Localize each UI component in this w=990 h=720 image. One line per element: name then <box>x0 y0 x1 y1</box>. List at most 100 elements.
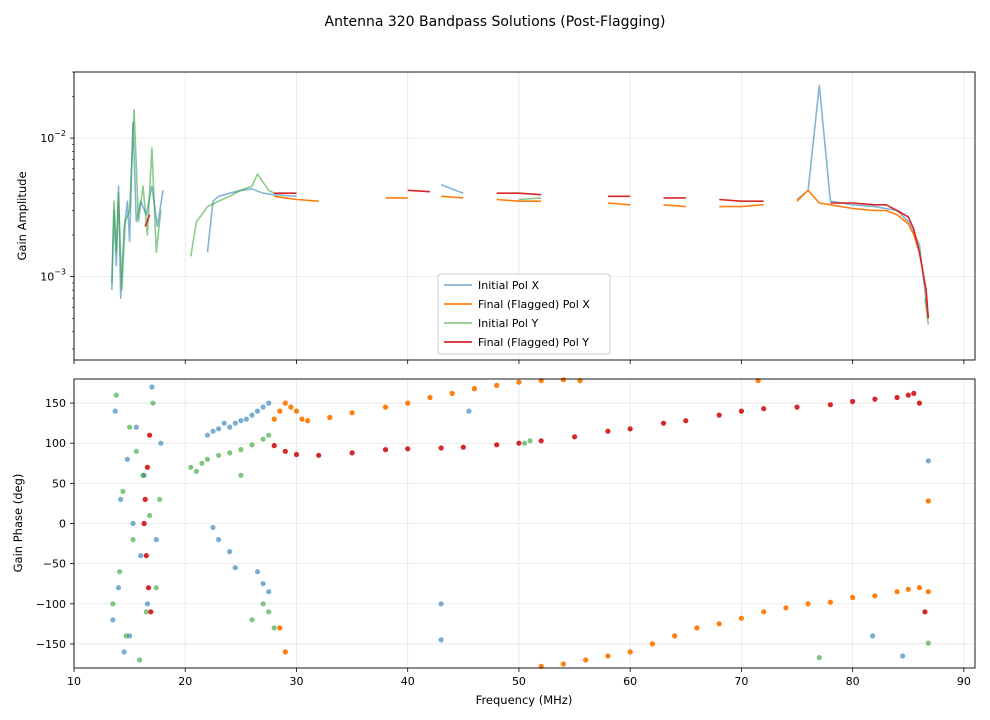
phase-y-tick-label: −50 <box>43 558 66 571</box>
phase-point-final-x <box>827 599 834 605</box>
phase-point-initial-x <box>158 440 164 446</box>
phase-point-initial-x <box>260 404 266 410</box>
phase-point-final-x <box>850 594 856 601</box>
phase-point-final-y <box>282 448 288 454</box>
phase-point-final-y <box>827 402 834 408</box>
phase-point-final-y <box>716 412 722 418</box>
phase-point-final-y <box>627 426 633 432</box>
phase-point-initial-y <box>133 448 139 454</box>
phase-point-final-y <box>143 553 149 559</box>
amplitude-series-line-final-y <box>144 189 930 319</box>
phase-point-final-x <box>894 589 900 595</box>
phase-point-initial-y <box>127 424 133 430</box>
phase-point-initial-x <box>112 408 118 414</box>
figure-title: Antenna 320 Bandpass Solutions (Post-Fla… <box>325 14 666 30</box>
phase-y-tick-label: 150 <box>45 397 66 410</box>
phase-point-initial-y <box>188 464 194 470</box>
phase-ticks: 10 20 30 40 50 60 70 80 90 −150 −100 −50 0 50 100 150 <box>36 397 971 688</box>
amplitude-series-line-final-x <box>274 189 930 319</box>
amplitude-y-tick-label: 10−2 <box>40 129 66 145</box>
phase-point-final-y <box>516 440 522 446</box>
phase-point-initial-y <box>123 633 129 639</box>
legend-frame <box>437 273 611 355</box>
phase-point-final-x <box>282 400 288 406</box>
phase-point-initial-x <box>227 424 233 430</box>
phase-point-initial-y <box>249 617 255 623</box>
phase-point-initial-y <box>137 657 143 663</box>
phase-point-initial-x <box>438 601 444 607</box>
amplitude-ticks: 10−3 10−2 <box>40 71 965 364</box>
phase-point-initial-x <box>115 585 122 591</box>
phase-point-initial-x <box>118 496 124 502</box>
phase-point-final-y <box>738 408 745 414</box>
x-tick-label: 10 <box>67 675 81 688</box>
phase-point-initial-x <box>466 408 472 414</box>
amplitude-series-line-initial-y <box>111 109 930 325</box>
phase-y-tick-label: 50 <box>52 477 66 490</box>
phase-point-final-x <box>716 621 722 627</box>
phase-point-initial-x <box>124 456 130 462</box>
x-tick-label: 60 <box>623 675 637 688</box>
phase-point-final-y <box>293 451 300 458</box>
legend: Initial Pol X Final (Flagged) Pol X Init… <box>437 273 611 355</box>
phase-point-final-x <box>427 394 433 401</box>
phase-point-initial-y <box>238 447 244 453</box>
phase-point-initial-y <box>120 488 126 494</box>
phase-point-final-y <box>761 406 767 412</box>
phase-point-final-x <box>694 625 700 631</box>
legend-entry-final-x: Final (Flagged) Pol X <box>478 298 590 311</box>
phase-point-final-x <box>277 408 283 414</box>
phase-point-final-y <box>538 438 544 444</box>
phase-point-initial-y <box>271 625 277 631</box>
phase-point-final-y <box>683 418 689 424</box>
phase-point-initial-x <box>121 649 127 655</box>
phase-point-initial-y <box>143 609 149 615</box>
phase-point-final-x <box>905 586 911 592</box>
phase-point-initial-x <box>249 412 255 418</box>
phase-point-final-x <box>761 609 767 615</box>
phase-point-final-x <box>627 649 633 655</box>
phase-point-initial-x <box>221 420 227 426</box>
phase-point-final-x <box>516 379 522 385</box>
phase-point-final-x <box>494 382 500 388</box>
phase-point-final-y <box>460 444 466 450</box>
phase-point-final-x <box>282 649 288 655</box>
phase-point-initial-y <box>521 440 528 446</box>
phase-point-final-x <box>271 416 277 422</box>
legend-entry-final-y: Final (Flagged) Pol Y <box>478 336 589 349</box>
phase-point-initial-x <box>900 653 906 659</box>
phase-point-initial-y <box>266 609 272 615</box>
amplitude-panel: 10−3 10−2 Gain Amplitude Initial Pol X Fi… <box>15 71 976 364</box>
phase-point-initial-x <box>266 400 272 406</box>
phase-point-final-y <box>142 496 148 502</box>
phase-point-initial-x <box>130 520 136 527</box>
phase-point-final-y <box>438 445 444 451</box>
phase-point-final-y <box>916 400 923 406</box>
phase-point-final-y <box>147 432 153 438</box>
phase-point-final-y <box>850 398 856 405</box>
phase-point-initial-x <box>232 565 238 571</box>
phase-point-initial-y <box>153 585 159 591</box>
x-tick-label: 90 <box>957 675 971 688</box>
phase-y-label: Gain Phase (deg) <box>11 474 25 573</box>
x-tick-label: 40 <box>401 675 415 688</box>
phase-point-final-y <box>911 390 917 396</box>
phase-point-initial-x <box>210 524 216 531</box>
x-axis-label: Frequency (MHz) <box>476 693 573 707</box>
phase-point-final-x <box>299 416 305 422</box>
legend-entry-initial-y: Initial Pol Y <box>478 317 538 330</box>
phase-point-final-y <box>141 520 147 527</box>
phase-point-final-x <box>783 605 789 611</box>
phase-point-final-x <box>382 404 389 410</box>
amplitude-series <box>111 84 930 325</box>
phase-point-final-y <box>148 609 154 615</box>
phase-point-initial-y <box>260 436 266 442</box>
phase-y-tick-label: −100 <box>36 598 66 611</box>
phase-point-initial-y <box>925 640 931 646</box>
phase-point-initial-y <box>113 392 119 398</box>
phase-point-initial-x <box>210 428 216 434</box>
phase-point-final-y <box>794 404 800 410</box>
phase-point-final-y <box>145 585 152 591</box>
phase-point-initial-x <box>133 424 139 430</box>
